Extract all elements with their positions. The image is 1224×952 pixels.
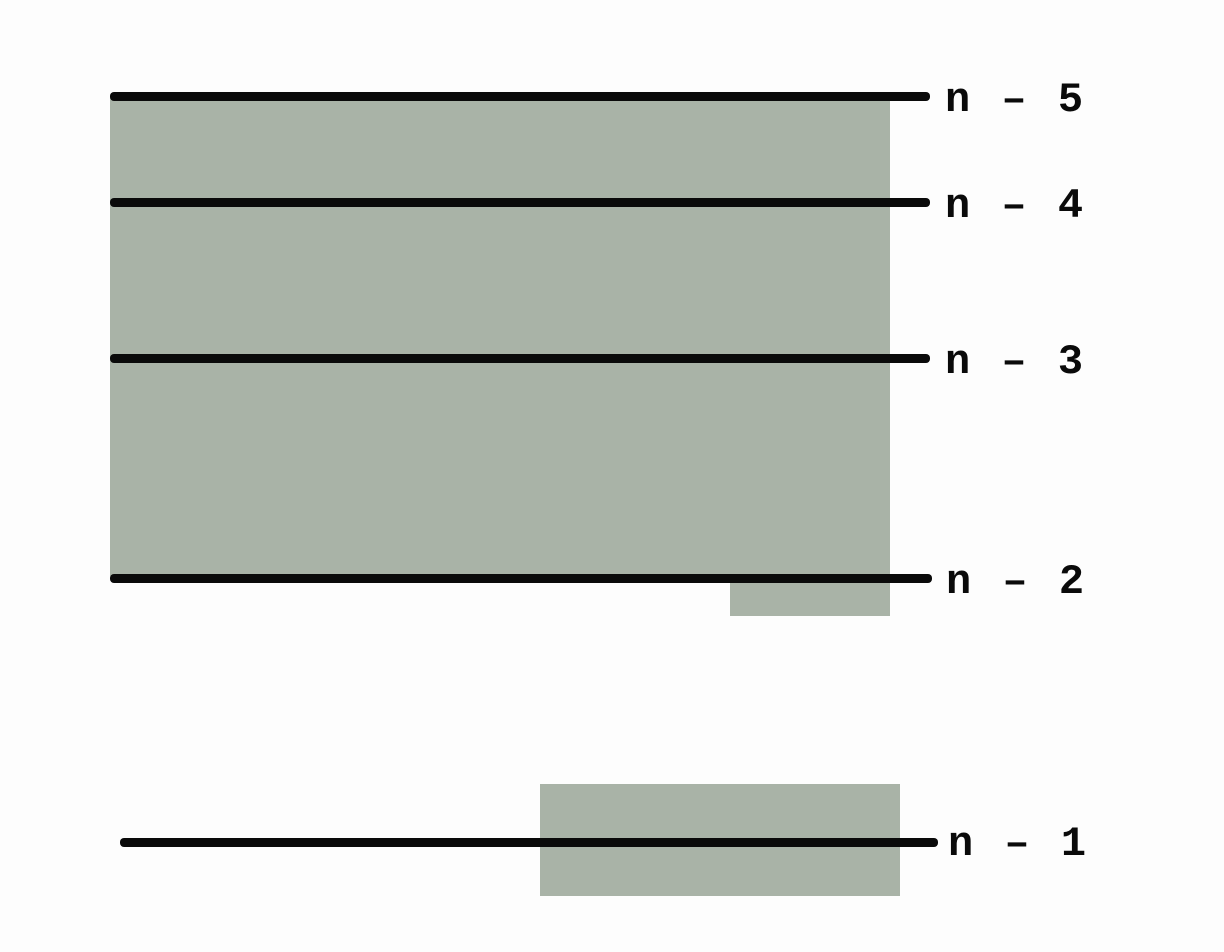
level-line-n4 <box>110 198 930 207</box>
level-line-n1 <box>120 838 938 847</box>
level-label-n5: n – 5 <box>945 76 1086 124</box>
level-line-n2 <box>110 574 932 583</box>
level-line-n3 <box>110 354 930 363</box>
energy-level-diagram: n – 5 n – 4 n – 3 n – 2 n – 1 <box>110 90 1110 880</box>
shaded-background-tab <box>730 580 890 616</box>
shaded-background-upper <box>110 96 890 576</box>
level-line-n5 <box>110 92 930 101</box>
level-label-n3: n – 3 <box>945 338 1086 386</box>
level-label-n2: n – 2 <box>946 558 1087 606</box>
level-label-n1: n – 1 <box>948 820 1089 868</box>
level-label-n4: n – 4 <box>945 182 1086 230</box>
